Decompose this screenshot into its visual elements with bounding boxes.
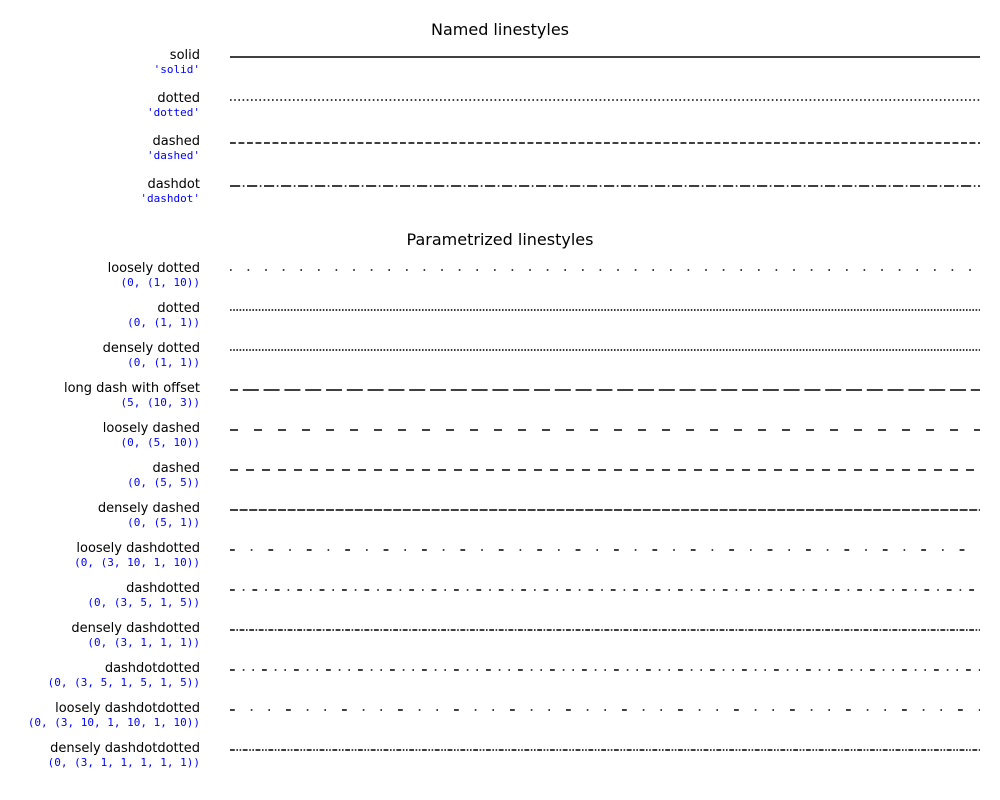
linestyle-row: loosely dashdotdotted(0, (3, 10, 1, 10, … <box>0 710 1000 740</box>
linestyle-row: densely dashed(0, (5, 1)) <box>0 510 1000 540</box>
linestyle-label: long dash with offset <box>0 381 200 396</box>
linestyle-sample <box>230 548 980 552</box>
linestyle-row: solid'solid' <box>0 57 1000 87</box>
linestyle-row: dotted(0, (1, 1)) <box>0 310 1000 340</box>
linestyle-code: 'dashed' <box>0 149 200 162</box>
linestyle-sample <box>230 98 980 102</box>
linestyle-label: loosely dashdotted <box>0 541 200 556</box>
linestyle-label: dashdotdotted <box>0 661 200 676</box>
linestyle-code: (0, (5, 10)) <box>0 436 200 449</box>
linestyle-code: (0, (3, 10, 1, 10, 1, 10)) <box>0 716 200 729</box>
linestyle-row: dotted'dotted' <box>0 100 1000 130</box>
linestyle-code: (0, (1, 10)) <box>0 276 200 289</box>
linestyle-code: (0, (3, 5, 1, 5)) <box>0 596 200 609</box>
linestyle-label: dashed <box>0 134 200 149</box>
section-title: Named linestyles <box>0 20 1000 39</box>
linestyle-code: (0, (3, 5, 1, 5, 1, 5)) <box>0 676 200 689</box>
linestyle-sample <box>230 55 980 59</box>
linestyle-label: densely dashdotdotted <box>0 741 200 756</box>
section-title: Parametrized linestyles <box>0 230 1000 249</box>
linestyle-code: (0, (3, 10, 1, 10)) <box>0 556 200 569</box>
linestyle-row: long dash with offset(5, (10, 3)) <box>0 390 1000 420</box>
linestyle-row: loosely dashdotted(0, (3, 10, 1, 10)) <box>0 550 1000 580</box>
linestyle-label: densely dashed <box>0 501 200 516</box>
linestyle-code: 'dashdot' <box>0 192 200 205</box>
linestyle-label: densely dashdotted <box>0 621 200 636</box>
linestyle-sample <box>230 268 980 272</box>
linestyle-sample <box>230 141 980 145</box>
linestyle-sample <box>230 348 980 352</box>
linestyle-label: dotted <box>0 301 200 316</box>
linestyle-code: (0, (5, 5)) <box>0 476 200 489</box>
linestyle-sample <box>230 308 980 312</box>
linestyle-row: dashed(0, (5, 5)) <box>0 470 1000 500</box>
linestyle-code: 'dotted' <box>0 106 200 119</box>
linestyle-sample <box>230 184 980 188</box>
linestyle-sample <box>230 668 980 672</box>
linestyle-row: densely dashdotdotted(0, (3, 1, 1, 1, 1,… <box>0 750 1000 780</box>
linestyle-sample <box>230 588 980 592</box>
linestyle-code: (5, (10, 3)) <box>0 396 200 409</box>
linestyle-code: (0, (3, 1, 1, 1, 1, 1)) <box>0 756 200 769</box>
linestyle-label: dotted <box>0 91 200 106</box>
linestyle-label: dashdot <box>0 177 200 192</box>
linestyle-sample <box>230 388 980 392</box>
linestyle-label: loosely dotted <box>0 261 200 276</box>
linestyle-label: solid <box>0 48 200 63</box>
linestyle-code: (0, (5, 1)) <box>0 516 200 529</box>
linestyle-label: dashed <box>0 461 200 476</box>
linestyle-sample <box>230 508 980 512</box>
linestyle-label: loosely dashed <box>0 421 200 436</box>
linestyle-sample <box>230 628 980 632</box>
linestyle-sample <box>230 708 980 712</box>
linestyle-row: dashed'dashed' <box>0 143 1000 173</box>
linestyle-row: dashdotdotted(0, (3, 5, 1, 5, 1, 5)) <box>0 670 1000 700</box>
linestyle-row: loosely dotted(0, (1, 10)) <box>0 270 1000 300</box>
linestyle-label: densely dotted <box>0 341 200 356</box>
linestyle-row: densely dashdotted(0, (3, 1, 1, 1)) <box>0 630 1000 660</box>
linestyle-code: (0, (3, 1, 1, 1)) <box>0 636 200 649</box>
linestyle-label: dashdotted <box>0 581 200 596</box>
linestyle-sample <box>230 428 980 432</box>
linestyle-row: dashdotted(0, (3, 5, 1, 5)) <box>0 590 1000 620</box>
linestyle-row: dashdot'dashdot' <box>0 186 1000 216</box>
linestyle-sample <box>230 468 980 472</box>
linestyle-sample <box>230 748 980 752</box>
linestyle-row: densely dotted(0, (1, 1)) <box>0 350 1000 380</box>
linestyle-row: loosely dashed(0, (5, 10)) <box>0 430 1000 460</box>
linestyle-label: loosely dashdotdotted <box>0 701 200 716</box>
linestyle-code: 'solid' <box>0 63 200 76</box>
linestyle-code: (0, (1, 1)) <box>0 316 200 329</box>
linestyle-code: (0, (1, 1)) <box>0 356 200 369</box>
